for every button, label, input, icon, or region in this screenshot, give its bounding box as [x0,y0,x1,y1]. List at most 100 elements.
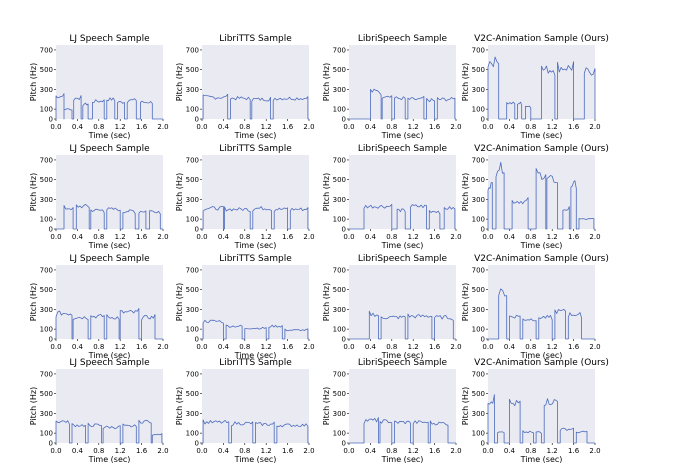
x-tick-label: 0.8 [386,233,397,241]
y-tick-label: 0 [342,440,346,448]
x-tick-label: 1.6 [429,343,441,351]
pitch-line [55,93,163,120]
x-tick-label: 1.6 [282,233,294,241]
y-axis-label: Pitch (Hz) [29,387,38,425]
subplot: LibriSpeech Sample 0 100 300 500 700 0.0 0.4 0.8… [322,144,462,250]
y-tick-label: 0 [195,336,199,344]
x-axis-label: Time (sec) [381,131,424,140]
x-tick-label: 1.6 [136,233,148,241]
x-tick-label: 0.0 [196,447,207,455]
y-tick-label: 300 [472,306,485,314]
x-tick-label: 0.8 [525,123,536,131]
y-tick-label: 300 [333,196,346,204]
x-tick-label: 2.0 [450,123,461,131]
x-tick-label: 0.8 [93,447,104,455]
y-tick-label: 500 [333,176,346,184]
x-tick-label: 0.4 [218,343,230,351]
x-tick-label: 0.0 [343,123,354,131]
y-tick-label: 0 [49,226,53,234]
x-tick-label: 1.2 [547,123,558,131]
pitch-line [488,288,595,340]
subplot: LibriTTS Sample 0 100 300 500 700 0.0 0.4 0.8 1.2… [175,358,315,464]
y-tick-label: 500 [333,286,346,294]
x-tick-label: 0.4 [72,447,84,455]
y-tick-label: 0 [481,116,485,124]
y-tick-label: 700 [40,370,53,378]
y-axis-label: Pitch (Hz) [322,283,331,321]
y-tick-label: 100 [333,106,346,114]
x-tick-label: 0.4 [218,233,230,241]
x-tick-label: 0.8 [239,233,250,241]
pitch-line [202,419,309,444]
x-tick-label: 1.6 [429,447,441,455]
subplot-title: LibriTTS Sample [219,358,292,368]
subplot: V2C-Animation Sample (Ours) 0 100 300 500 700… [461,144,609,250]
x-tick-label: 0.4 [504,123,516,131]
x-tick-label: 0.0 [343,343,354,351]
pitch-line [349,88,456,120]
y-tick-label: 100 [40,106,53,114]
y-tick-label: 100 [472,216,485,224]
y-tick-label: 500 [333,66,346,74]
x-axis-label: Time (sec) [234,455,277,463]
subplot-title: LibriTTS Sample [219,34,292,44]
subplot: V2C-Animation Sample (Ours) 0 100 300 500 700… [461,254,609,360]
x-axis-label: Time (sec) [520,351,563,360]
plot-area [202,45,309,119]
y-axis-label: Pitch (Hz) [29,63,38,101]
subplot-title: LibriSpeech Sample [358,144,448,154]
x-tick-label: 2.0 [450,343,461,351]
x-tick-label: 0.8 [386,123,397,131]
y-tick-label: 500 [40,390,53,398]
y-tick-label: 500 [186,286,199,294]
subplot-title: LibriTTS Sample [219,144,292,154]
y-tick-label: 100 [40,326,53,334]
y-tick-label: 300 [472,410,485,418]
y-axis-label: Pitch (Hz) [322,387,331,425]
x-tick-label: 0.8 [525,447,536,455]
y-tick-label: 0 [195,226,199,234]
x-tick-label: 0.4 [365,233,377,241]
y-tick-label: 300 [186,410,199,418]
y-tick-label: 500 [186,176,199,184]
subplot-title: LJ Speech Sample [69,254,150,264]
y-axis-label: Pitch (Hz) [175,283,184,321]
x-tick-label: 1.2 [408,123,419,131]
subplot-title: V2C-Animation Sample (Ours) [474,34,609,44]
x-tick-label: 0.8 [239,447,250,455]
pitch-line [56,204,163,230]
pitch-line [487,394,595,444]
y-tick-label: 100 [333,326,346,334]
x-tick-label: 0.0 [343,447,354,455]
x-axis-label: Time (sec) [520,131,563,140]
subplot: LibriTTS Sample 0 100 300 500 700 0.0 0.4 0.8 1.2… [175,254,315,360]
subplot: LibriTTS Sample 0 100 300 500 700 0.0 0.4 0.8 1.2… [175,34,315,140]
y-tick-label: 700 [40,46,53,54]
plot-area [349,155,456,229]
subplot-title: V2C-Animation Sample (Ours) [474,144,609,154]
y-tick-label: 300 [40,86,53,94]
y-tick-label: 300 [186,196,199,204]
y-tick-label: 0 [481,336,485,344]
y-tick-label: 100 [333,216,346,224]
x-tick-label: 1.6 [429,233,441,241]
x-tick-label: 0.4 [504,343,516,351]
y-tick-label: 700 [472,156,485,164]
x-tick-label: 0.8 [93,343,104,351]
y-tick-label: 0 [342,116,346,124]
x-tick-label: 0.4 [72,343,84,351]
x-axis-label: Time (sec) [381,241,424,250]
y-tick-label: 700 [472,266,485,274]
subplot-title: V2C-Animation Sample (Ours) [474,254,609,264]
y-axis-label: Pitch (Hz) [461,63,470,101]
subplot: LibriSpeech Sample 0 100 300 500 700 0.0 0.4 0.8… [322,34,462,140]
y-tick-label: 100 [186,326,199,334]
x-tick-label: 0.8 [93,123,104,131]
subplot: LibriSpeech Sample 0 100 300 500 700 0.0 0.4 0.8… [322,254,462,360]
y-tick-label: 0 [342,336,346,344]
x-tick-label: 1.6 [568,343,580,351]
x-tick-label: 1.2 [261,343,272,351]
y-tick-label: 300 [186,86,199,94]
plot-area [488,369,595,443]
y-tick-label: 100 [186,430,199,438]
